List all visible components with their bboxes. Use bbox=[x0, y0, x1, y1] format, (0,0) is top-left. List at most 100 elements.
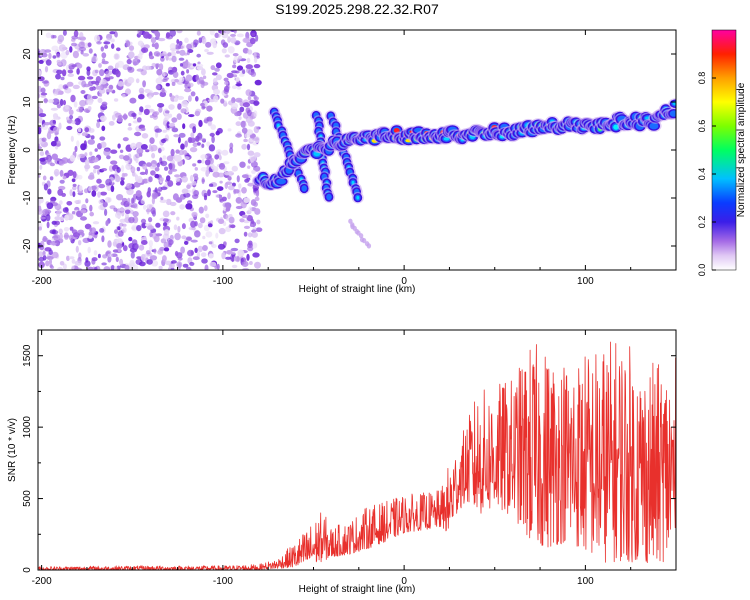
noise-blob bbox=[49, 229, 56, 234]
noise-blob bbox=[105, 220, 109, 227]
noise-blob bbox=[154, 30, 159, 37]
noise-blob bbox=[87, 246, 91, 254]
noise-blob bbox=[245, 31, 250, 39]
noise-blob bbox=[130, 251, 135, 259]
noise-blob bbox=[40, 87, 46, 94]
noise-blob bbox=[77, 174, 83, 180]
noise-blob bbox=[236, 65, 244, 71]
noise-blob bbox=[189, 147, 198, 153]
snr-xtick-label: -200 bbox=[32, 576, 52, 587]
noise-blob bbox=[71, 64, 78, 68]
noise-blob bbox=[168, 162, 173, 171]
noise-blob bbox=[138, 94, 145, 100]
noise-blob bbox=[84, 223, 92, 230]
noise-blob bbox=[221, 252, 226, 260]
noise-blob bbox=[89, 86, 94, 92]
noise-blob bbox=[162, 255, 167, 263]
noise-blob bbox=[212, 77, 218, 85]
noise-blob bbox=[255, 34, 259, 42]
noise-blob bbox=[251, 32, 256, 37]
noise-blob bbox=[226, 72, 234, 79]
noise-blob bbox=[230, 36, 237, 44]
noise-blob bbox=[227, 192, 231, 200]
noise-blob bbox=[184, 37, 189, 44]
noise-blob bbox=[245, 129, 254, 136]
noise-blob bbox=[79, 99, 87, 107]
noise-blob bbox=[66, 116, 70, 121]
noise-blob bbox=[78, 185, 83, 192]
noise-blob bbox=[247, 109, 252, 117]
noise-blob bbox=[178, 132, 186, 138]
noise-blob bbox=[231, 264, 238, 269]
noise-blob bbox=[100, 46, 105, 52]
noise-blob bbox=[62, 30, 67, 36]
noise-blob bbox=[62, 263, 67, 270]
noise-blob bbox=[99, 93, 103, 97]
noise-blob bbox=[136, 117, 142, 123]
noise-blob bbox=[117, 143, 121, 149]
noise-blob bbox=[231, 255, 235, 263]
noise-blob bbox=[224, 54, 230, 58]
noise-blob bbox=[235, 121, 242, 127]
noise-blob bbox=[253, 64, 261, 69]
noise-blob bbox=[170, 50, 176, 58]
noise-blob bbox=[43, 183, 49, 191]
noise-blob bbox=[100, 141, 107, 148]
noise-blob bbox=[143, 108, 150, 116]
noise-blob bbox=[110, 38, 115, 43]
noise-blob bbox=[164, 166, 169, 171]
noise-blob bbox=[179, 77, 185, 83]
noise-blob bbox=[50, 140, 57, 147]
noise-blob bbox=[58, 90, 64, 95]
noise-blob bbox=[89, 151, 93, 156]
noise-blob bbox=[80, 90, 86, 94]
noise-blob bbox=[190, 239, 198, 243]
noise-blob bbox=[212, 166, 219, 173]
noise-blob bbox=[227, 46, 235, 54]
figure-title: S199.2025.298.22.32.R07 bbox=[275, 1, 439, 17]
noise-blob bbox=[169, 30, 176, 37]
noise-blob bbox=[136, 176, 143, 184]
noise-blob bbox=[123, 155, 130, 161]
noise-blob bbox=[108, 121, 115, 126]
noise-blob bbox=[213, 88, 221, 95]
noise-blob bbox=[205, 231, 213, 238]
noise-blob bbox=[253, 51, 257, 59]
noise-blob bbox=[192, 163, 197, 167]
noise-blob bbox=[248, 174, 252, 178]
noise-blob bbox=[246, 253, 250, 261]
noise-blob bbox=[69, 226, 74, 231]
noise-blob bbox=[169, 43, 177, 50]
noise-blob bbox=[206, 51, 214, 55]
noise-blob bbox=[228, 214, 233, 218]
noise-blob bbox=[84, 165, 89, 172]
noise-blob bbox=[174, 232, 181, 241]
noise-blob bbox=[69, 46, 73, 53]
ridge-mid bbox=[649, 122, 659, 130]
noise-blob bbox=[232, 74, 238, 78]
noise-blob bbox=[172, 71, 179, 78]
noise-blob bbox=[116, 117, 123, 123]
noise-blob bbox=[222, 202, 229, 208]
noise-blob bbox=[175, 177, 180, 182]
noise-blob bbox=[82, 237, 90, 244]
noise-blob bbox=[118, 222, 124, 227]
noise-blob bbox=[114, 229, 118, 235]
noise-blob bbox=[136, 225, 142, 232]
noise-blob bbox=[139, 106, 144, 113]
noise-blob bbox=[160, 186, 168, 191]
noise-blob bbox=[116, 47, 121, 52]
noise-blob bbox=[231, 165, 238, 172]
noise-blob bbox=[208, 241, 213, 245]
noise-blob bbox=[52, 119, 56, 124]
noise-blob bbox=[168, 169, 173, 175]
noise-blob bbox=[184, 61, 191, 68]
noise-blob bbox=[105, 88, 113, 93]
noise-blob bbox=[234, 112, 241, 117]
noise-blob bbox=[239, 161, 246, 168]
noise-blob bbox=[101, 52, 107, 59]
noise-blob bbox=[253, 110, 258, 117]
noise-blob bbox=[117, 81, 125, 87]
noise-blob bbox=[196, 30, 201, 36]
noise-blob bbox=[177, 136, 181, 144]
